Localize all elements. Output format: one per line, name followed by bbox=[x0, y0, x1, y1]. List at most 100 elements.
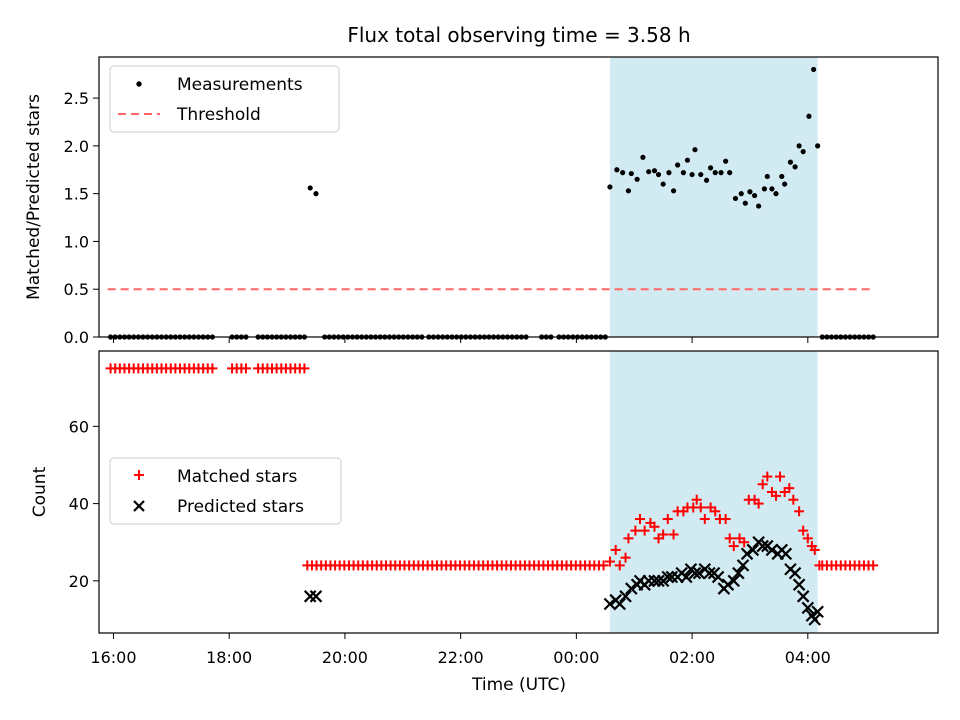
matched-point-154 bbox=[788, 494, 799, 505]
matched-point-128 bbox=[668, 529, 679, 540]
matched-point-153 bbox=[784, 483, 795, 494]
measurement-point-121 bbox=[666, 170, 672, 176]
matched-point-117 bbox=[614, 560, 625, 571]
bottom-marks bbox=[105, 363, 879, 626]
predicted-point-41 bbox=[788, 566, 802, 580]
top-y-tick-label-4: 2.0 bbox=[64, 137, 89, 156]
predicted-point-44 bbox=[801, 601, 815, 615]
matched-point-119 bbox=[623, 533, 634, 544]
predicted-point-30 bbox=[736, 559, 750, 572]
matched-point-118 bbox=[620, 552, 631, 563]
matched-point-26 bbox=[240, 363, 251, 374]
measurement-point-137 bbox=[742, 200, 748, 206]
matched-point-124 bbox=[649, 521, 660, 532]
predicted-point-47-b bbox=[811, 605, 824, 619]
bottom-plot-frame bbox=[98, 350, 939, 634]
matched-point-135 bbox=[699, 514, 710, 525]
matched-point-133 bbox=[691, 494, 702, 505]
matched-point-137 bbox=[710, 506, 721, 517]
top-y-ticks: 0.0 0.5 1.0 1.5 2.0 2.5 bbox=[64, 89, 99, 347]
measurement-point-144 bbox=[773, 191, 779, 197]
predicted-point-1-b bbox=[309, 590, 323, 603]
predicted-point-5 bbox=[619, 590, 632, 603]
measurement-point-141 bbox=[761, 186, 768, 192]
measurement-point-146 bbox=[782, 181, 788, 187]
measurement-point-124 bbox=[680, 170, 687, 176]
predicted-point-31-b bbox=[740, 547, 754, 561]
predicted-point-43-b bbox=[796, 590, 810, 603]
matched-point-114 bbox=[868, 560, 879, 571]
predicted-point-34-b bbox=[756, 539, 769, 553]
matched-point-126 bbox=[658, 529, 669, 540]
measurement-point-123 bbox=[675, 162, 681, 168]
predicted-point-0 bbox=[303, 590, 317, 603]
measurement-point-127 bbox=[692, 147, 698, 153]
measurement-point-131 bbox=[712, 170, 718, 176]
measurement-point-148 bbox=[792, 164, 798, 170]
predicted-point-28-b bbox=[727, 574, 741, 588]
measurement-point-125 bbox=[684, 157, 691, 163]
measurement-point-143 bbox=[769, 186, 775, 192]
legend-measurements-label: Measurements bbox=[177, 75, 303, 95]
predicted-point-39 bbox=[779, 547, 793, 561]
matched-point-139 bbox=[720, 514, 731, 525]
measurement-point-114 bbox=[628, 170, 634, 177]
measurement-point-109 bbox=[313, 191, 319, 197]
predicted-point-30-b bbox=[736, 559, 750, 572]
predicted-point-12-b bbox=[652, 574, 665, 588]
predicted-point-25-b bbox=[711, 570, 725, 584]
predicted-point-21-b bbox=[692, 566, 706, 580]
bottom-y-ticks: 20 40 60 bbox=[69, 417, 99, 591]
x-tick-label-5: 02:00 bbox=[669, 648, 715, 667]
top-y-tick-label-5: 2.5 bbox=[64, 89, 89, 108]
measurement-point-119 bbox=[655, 171, 662, 178]
bottom-legend-box bbox=[109, 457, 342, 525]
measurement-point-147 bbox=[787, 159, 794, 165]
predicted-point-4-b bbox=[613, 597, 627, 611]
predicted-point-12 bbox=[652, 574, 665, 588]
top-y-tick-label-1: 0.5 bbox=[64, 280, 89, 299]
legend-matched-marker bbox=[134, 470, 144, 480]
predicted-point-31 bbox=[740, 547, 754, 561]
top-y-tick-label-0: 0.0 bbox=[64, 328, 89, 347]
predicted-point-46-b bbox=[808, 613, 822, 626]
predicted-point-27-b bbox=[721, 578, 735, 591]
predicted-point-27 bbox=[721, 578, 735, 591]
measurement-point-113 bbox=[625, 188, 632, 194]
matched-point-146 bbox=[753, 498, 764, 509]
predicted-point-14 bbox=[661, 570, 675, 584]
bottom-y-tick-label-2: 60 bbox=[69, 417, 89, 436]
predicted-point-23 bbox=[703, 566, 716, 580]
predicted-point-18 bbox=[680, 570, 693, 584]
predicted-point-20 bbox=[688, 566, 702, 580]
top-legend: Measurements Threshold bbox=[109, 65, 340, 133]
matched-point-156 bbox=[798, 525, 809, 536]
matched-point-115 bbox=[604, 556, 615, 567]
measurement-point-151 bbox=[806, 113, 812, 119]
measurement-point-145 bbox=[779, 173, 785, 180]
predicted-point-36 bbox=[765, 543, 779, 557]
legend-measurements-marker bbox=[136, 81, 142, 87]
x-tick-label-0: 16:00 bbox=[90, 648, 136, 667]
measurement-point-116 bbox=[640, 154, 646, 160]
x-tick-label-6: 04:00 bbox=[785, 648, 831, 667]
matched-point-151 bbox=[775, 471, 786, 482]
predicted-point-25 bbox=[711, 570, 725, 584]
measurement-point-153 bbox=[815, 143, 821, 149]
matched-point-120 bbox=[630, 525, 641, 536]
matched-point-127 bbox=[662, 514, 673, 525]
legend-matched-label: Matched stars bbox=[177, 467, 297, 487]
measurement-point-108 bbox=[307, 185, 313, 191]
measurement-point-138 bbox=[747, 189, 753, 195]
top-y-tick-label-3: 1.5 bbox=[64, 185, 89, 204]
matched-point-155 bbox=[794, 506, 805, 517]
bottom-y-tick-label-1: 40 bbox=[69, 495, 89, 514]
matched-point-148 bbox=[762, 471, 773, 482]
measurement-point-130 bbox=[708, 165, 714, 171]
predicted-point-2-b bbox=[603, 597, 617, 611]
measurement-point-112 bbox=[620, 170, 626, 176]
top-plot-frame bbox=[98, 56, 939, 338]
predicted-point-1 bbox=[309, 590, 323, 603]
measurement-point-110 bbox=[607, 184, 613, 190]
legend-predicted-marker bbox=[133, 500, 145, 512]
